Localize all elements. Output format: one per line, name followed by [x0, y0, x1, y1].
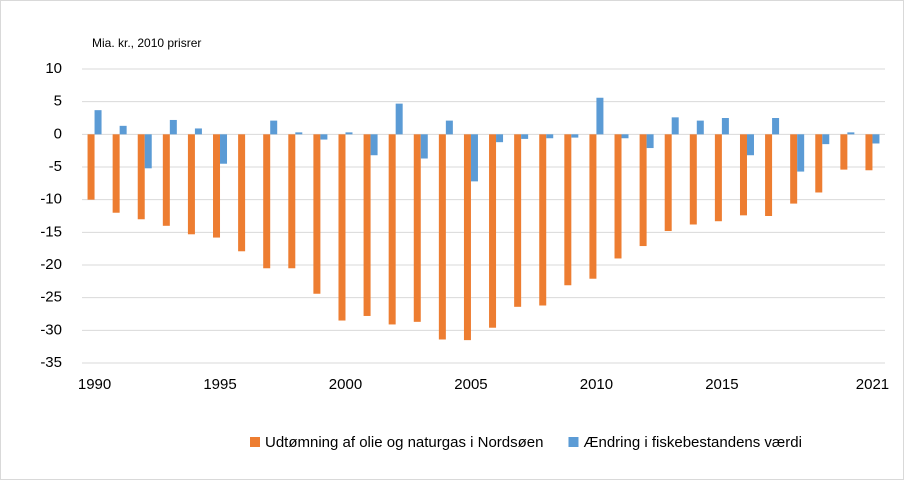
y-tick-label: -35: [40, 354, 62, 371]
bar: [438, 134, 446, 340]
x-tick-label: 2021: [856, 376, 889, 393]
bar: [847, 132, 855, 135]
bar: [589, 134, 597, 279]
x-tick-label: 2010: [580, 376, 613, 393]
legend-swatch: [568, 437, 579, 447]
y-tick-label: -30: [40, 321, 62, 338]
y-tick-label: 5: [54, 93, 62, 110]
y-tick-label: -25: [40, 289, 62, 306]
bar: [87, 134, 95, 200]
x-tick-label: 2000: [329, 376, 362, 393]
bar: [865, 134, 873, 171]
bar: [739, 134, 747, 216]
bar: [714, 134, 722, 222]
y-tick-label: 10: [45, 60, 62, 77]
bar: [338, 134, 346, 321]
bar: [112, 134, 120, 213]
bar: [470, 134, 478, 182]
bar: [815, 134, 823, 193]
x-tick-label: 2015: [705, 376, 738, 393]
bar: [345, 132, 353, 135]
bar: [463, 134, 471, 341]
x-tick-label: 2005: [454, 376, 487, 393]
x-tick-label: 1990: [78, 376, 111, 393]
bar: [213, 134, 221, 238]
bar: [363, 134, 371, 316]
bar: [790, 134, 798, 204]
bar: [596, 97, 604, 135]
bar: [496, 134, 504, 143]
bar: [639, 134, 647, 247]
bar: [320, 134, 328, 140]
bar: [872, 134, 880, 144]
bar: [370, 134, 378, 156]
bar: [696, 120, 704, 135]
legend-label: Udtømning af olie og naturgas i Nordsøen: [265, 434, 543, 451]
bar: [420, 134, 428, 159]
bar: [489, 134, 497, 328]
x-tick-label: 1995: [203, 376, 236, 393]
bar: [521, 134, 529, 139]
bar: [546, 134, 554, 139]
bar: [194, 128, 202, 135]
y-tick-label: 0: [54, 125, 62, 142]
bar: [822, 134, 830, 145]
bar: [295, 132, 303, 135]
bar: [220, 134, 228, 164]
y-axis-label: Mia. kr., 2010 prisrer: [92, 36, 201, 50]
bar: [564, 134, 572, 286]
bar: [571, 134, 579, 138]
bar: [721, 118, 729, 135]
bar: [388, 134, 396, 325]
bar: [238, 134, 246, 252]
bar: [514, 134, 522, 307]
bar: [646, 134, 654, 149]
bar: [413, 134, 421, 322]
bar: [162, 134, 170, 226]
legend-label: Ændring i fiskebestandens værdi: [583, 434, 801, 451]
bar: [395, 103, 403, 135]
bar: [664, 134, 672, 232]
bar: [772, 118, 780, 135]
bar: [765, 134, 773, 216]
bar: [270, 120, 278, 135]
y-tick-label: -10: [40, 191, 62, 208]
bar: [169, 119, 177, 135]
bar: [137, 134, 145, 220]
bar: [187, 134, 195, 235]
legend-swatch: [250, 437, 260, 447]
bar: [746, 134, 754, 156]
bar: [263, 134, 271, 269]
bar: [840, 134, 848, 170]
bar: [119, 125, 127, 135]
y-tick-label: -5: [49, 158, 62, 175]
y-tick-label: -15: [40, 223, 62, 240]
bar: [445, 120, 453, 135]
bar: [313, 134, 321, 294]
bar: [539, 134, 547, 306]
bar: [671, 117, 679, 135]
bar: [94, 110, 102, 135]
bar: [144, 134, 152, 169]
bar: [614, 134, 622, 259]
bar: [288, 134, 296, 269]
bar: [797, 134, 805, 172]
y-tick-label: -20: [40, 256, 62, 273]
bar: [621, 134, 629, 139]
bar: [689, 134, 697, 225]
